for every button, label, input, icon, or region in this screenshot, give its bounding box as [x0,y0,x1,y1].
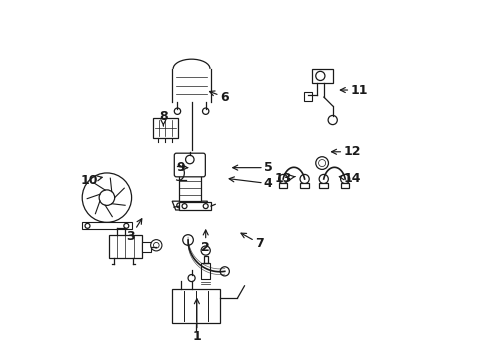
Bar [203,256,207,263]
Bar [278,183,287,188]
Text: 14: 14 [339,172,360,185]
Circle shape [315,157,328,170]
Text: 6: 6 [209,91,228,104]
Text: 4: 4 [229,177,272,190]
Circle shape [150,240,162,251]
Circle shape [153,242,159,248]
Circle shape [123,224,128,228]
Bar [178,175,201,201]
Text: 3: 3 [126,219,142,243]
Bar [201,263,209,279]
Circle shape [318,159,325,167]
Bar [340,183,349,188]
Circle shape [202,108,208,114]
Bar [311,69,332,83]
Circle shape [300,174,308,184]
Bar [142,242,151,252]
Text: 13: 13 [274,172,294,185]
Circle shape [85,224,90,228]
Circle shape [220,267,229,276]
Text: 10: 10 [81,174,102,186]
Text: 2: 2 [201,230,210,253]
Bar [172,289,219,323]
Circle shape [201,246,210,255]
Text: 12: 12 [331,145,360,158]
Text: 7: 7 [241,233,264,250]
Circle shape [176,203,182,208]
Circle shape [174,108,180,114]
Circle shape [327,116,337,125]
Bar [300,183,308,188]
Circle shape [203,204,208,208]
Bar [152,118,178,138]
FancyBboxPatch shape [174,153,205,177]
Bar [319,183,327,188]
Bar [304,92,312,100]
Circle shape [188,275,195,282]
Circle shape [340,174,349,184]
Text: 1: 1 [192,299,201,343]
Circle shape [182,204,186,208]
Bar [82,222,131,229]
Circle shape [82,173,131,222]
Circle shape [315,71,324,81]
Text: 9: 9 [176,161,187,174]
Circle shape [185,155,194,164]
Circle shape [278,174,287,184]
Circle shape [183,235,193,245]
Text: 5: 5 [232,161,272,174]
Text: 8: 8 [159,110,167,126]
Text: 11: 11 [340,84,367,96]
Bar [179,202,210,210]
Bar [108,235,142,258]
Circle shape [99,190,114,206]
Polygon shape [172,201,207,210]
Circle shape [319,174,327,184]
Circle shape [198,203,203,208]
